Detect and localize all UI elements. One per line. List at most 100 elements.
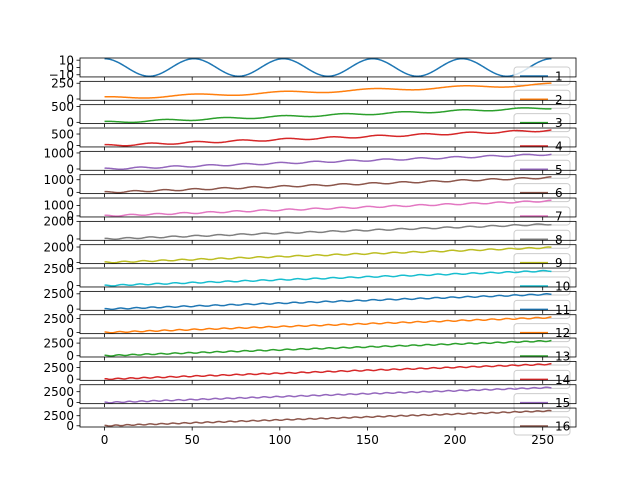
legend-16: 16 — [513, 416, 571, 436]
axes-frame-6 — [79, 174, 577, 195]
legend-5: 5 — [513, 159, 571, 179]
legend-label-12: 12 — [555, 326, 570, 340]
y-tick-label: 0 — [66, 419, 74, 433]
y-tick-label: 500 — [51, 100, 74, 114]
subplot-10: 10 2500 0 — [43, 262, 577, 296]
x-tick-label: 0 — [101, 433, 109, 447]
y-tick-label: 0 — [66, 256, 74, 270]
axes-frame-11 — [79, 290, 577, 311]
y-tick-label: 500 — [51, 127, 74, 141]
axes-frame-10 — [79, 267, 577, 288]
y-tick-label: 0 — [66, 186, 74, 200]
legend-label-16: 16 — [555, 420, 570, 434]
series-line-7 — [104, 199, 552, 217]
x-tick-label: 150 — [356, 433, 379, 447]
axes-frame-2 — [79, 80, 577, 101]
series-line-16 — [104, 409, 552, 427]
series-line-5 — [104, 153, 552, 170]
legend-label-5: 5 — [555, 163, 563, 177]
series-line-11 — [104, 293, 552, 311]
series-line-4 — [104, 129, 552, 147]
y-tick-label: 2500 — [43, 361, 74, 375]
legend-1: 1 — [513, 66, 571, 86]
series-line-1 — [104, 58, 552, 77]
y-tick-label: 10 — [59, 53, 74, 67]
axes-frame-16 — [79, 407, 577, 428]
subplot-8: 8 2000 0 — [43, 215, 577, 249]
y-tick-label: 2500 — [43, 287, 74, 301]
subplot-3: 3 500 0 — [51, 100, 577, 133]
series-line-2 — [104, 82, 552, 99]
y-tick-label: 1000 — [43, 173, 74, 187]
y-tick-label: 1000 — [43, 146, 74, 160]
y-tick-label: 0 — [66, 162, 74, 176]
legend-label-13: 13 — [555, 349, 570, 363]
legend-label-2: 2 — [555, 93, 563, 107]
legend-label-14: 14 — [555, 373, 570, 387]
subplot-5: 5 1000 0 — [43, 146, 577, 179]
y-tick-label: 0 — [66, 209, 74, 223]
x-tick-label: 200 — [444, 433, 467, 447]
series-line-13 — [104, 339, 552, 357]
legend-label-10: 10 — [555, 279, 570, 293]
y-tick-label: 0 — [66, 139, 74, 153]
y-tick-label: 250 — [51, 77, 74, 91]
legend-label-1: 1 — [555, 69, 563, 83]
legend-13: 13 — [513, 346, 571, 366]
series-line-14 — [104, 362, 552, 381]
legend-10: 10 — [513, 276, 571, 296]
subplot-2: 2 2500 — [51, 77, 577, 109]
series-line-15 — [104, 386, 552, 404]
y-tick-label: 0 — [66, 396, 74, 410]
y-tick-label: 0 — [66, 302, 74, 316]
series-line-9 — [104, 246, 552, 264]
x-tick-label: 100 — [268, 433, 291, 447]
y-tick-label: 0 — [66, 279, 74, 293]
series-line-12 — [104, 316, 552, 334]
legend-label-9: 9 — [555, 256, 563, 270]
legend-label-11: 11 — [555, 303, 570, 317]
y-tick-label: 0 — [66, 61, 74, 75]
y-tick-label: 2000 — [43, 215, 74, 229]
y-tick-label: 2500 — [43, 385, 74, 399]
subplot-1: 1 100−10 — [49, 53, 577, 86]
axes-frame-7 — [79, 197, 577, 218]
axes-frame-9 — [79, 244, 577, 265]
y-tick-label: 2500 — [43, 262, 74, 276]
axes-frame-4 — [79, 127, 577, 148]
y-tick-label: 2500 — [43, 312, 74, 326]
y-tick-label: 0 — [66, 116, 74, 130]
y-tick-label: 0 — [66, 326, 74, 340]
y-tick-label: −10 — [49, 68, 74, 82]
axes-frame-13 — [79, 337, 577, 358]
series-line-8 — [104, 223, 552, 240]
x-tick-label: 50 — [185, 433, 200, 447]
subplot-9: 9 2000 0 — [43, 240, 577, 273]
series-line-6 — [104, 176, 552, 194]
y-tick-label: 2000 — [43, 240, 74, 254]
legend-label-8: 8 — [555, 233, 563, 247]
axes-frame-5 — [79, 150, 577, 171]
x-axis: 0 50 100 150 200 250 — [101, 433, 554, 447]
legend-6: 6 — [513, 183, 571, 203]
legend-12: 12 — [513, 323, 571, 343]
y-tick-label: 2500 — [43, 409, 74, 423]
legend-label-7: 7 — [555, 209, 563, 223]
legend-15: 15 — [513, 393, 571, 413]
legend-label-3: 3 — [555, 116, 563, 130]
axes-frame-12 — [79, 314, 577, 335]
legend-label-15: 15 — [555, 396, 570, 410]
y-tick-label: 0 — [66, 372, 74, 386]
axes-frame-8 — [79, 220, 577, 241]
legend-2: 2 — [513, 89, 571, 109]
legend-label-4: 4 — [555, 139, 563, 153]
y-tick-label: 0 — [66, 92, 74, 106]
axes-frame-14 — [79, 360, 577, 381]
y-tick-label: 1000 — [43, 199, 74, 213]
legend-14: 14 — [513, 369, 571, 389]
